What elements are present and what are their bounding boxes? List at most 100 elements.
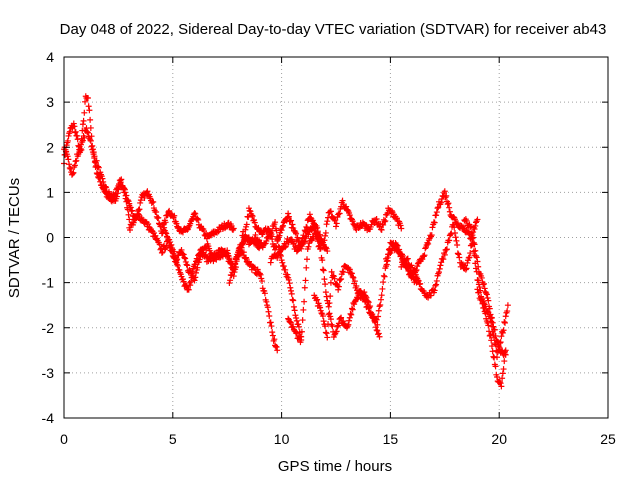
data-point — [484, 294, 491, 301]
data-point — [280, 263, 287, 270]
data-point — [392, 243, 399, 250]
data-point — [289, 221, 296, 228]
data-point — [501, 319, 508, 326]
data-point — [303, 264, 310, 271]
data-point — [377, 296, 384, 303]
data-point — [454, 250, 461, 257]
data-point — [327, 208, 334, 215]
data-point — [324, 248, 331, 255]
data-point — [72, 128, 79, 135]
data-point — [259, 278, 266, 285]
data-point — [72, 129, 79, 136]
data-point — [323, 330, 330, 337]
data-point — [233, 256, 240, 263]
data-point — [81, 109, 88, 116]
data-points — [61, 93, 511, 390]
data-point — [500, 366, 507, 373]
data-point — [230, 225, 237, 232]
y-tick-label: -2 — [42, 320, 55, 336]
data-point — [176, 267, 183, 274]
data-point — [375, 307, 382, 314]
data-point — [348, 270, 355, 277]
data-point — [189, 268, 196, 275]
data-point — [174, 261, 181, 268]
data-point — [325, 311, 332, 318]
data-point — [504, 302, 511, 309]
data-point — [161, 246, 168, 253]
data-point — [373, 327, 380, 334]
data-point — [127, 204, 134, 211]
data-point — [446, 237, 453, 244]
data-point — [174, 262, 181, 269]
data-point — [456, 254, 463, 261]
data-point — [495, 343, 502, 350]
data-point — [282, 266, 289, 273]
data-point — [252, 231, 259, 238]
data-point — [377, 226, 384, 233]
data-point — [488, 318, 495, 325]
data-point — [266, 313, 273, 320]
data-point — [367, 309, 374, 316]
data-point — [86, 107, 93, 114]
data-point — [346, 317, 353, 324]
data-point — [314, 296, 321, 303]
grid-lines — [64, 57, 608, 418]
data-point — [244, 236, 251, 243]
data-point — [347, 310, 354, 317]
data-point — [287, 284, 294, 291]
y-tick-labels: -4 -3 -2 -1 0 1 2 3 4 — [42, 49, 55, 426]
data-point — [335, 286, 342, 293]
x-tick-labels: 0 5 10 15 20 25 — [60, 431, 616, 447]
data-point — [185, 286, 192, 293]
data-point — [64, 137, 71, 144]
data-point — [269, 332, 276, 339]
data-point — [417, 280, 424, 287]
data-point — [182, 255, 189, 262]
y-tick-label: 2 — [46, 139, 54, 155]
data-point — [141, 194, 148, 201]
data-point — [93, 157, 100, 164]
data-point — [494, 348, 501, 355]
data-point — [376, 303, 383, 310]
data-point — [319, 266, 326, 273]
data-point — [240, 228, 247, 235]
data-point — [504, 308, 511, 315]
data-point — [472, 222, 479, 229]
data-point — [168, 241, 175, 248]
data-point — [472, 219, 479, 226]
data-point — [446, 208, 453, 215]
data-point — [65, 132, 72, 139]
data-point — [254, 266, 261, 273]
data-point — [440, 256, 447, 263]
data-point — [334, 323, 341, 330]
data-point — [153, 208, 160, 215]
x-tick-label: 10 — [274, 431, 290, 447]
data-point — [298, 239, 305, 246]
data-point — [481, 285, 488, 292]
y-tick-label: 0 — [46, 230, 54, 246]
data-point — [280, 222, 287, 229]
data-point — [382, 217, 389, 224]
data-point — [325, 321, 332, 328]
data-point — [64, 153, 71, 160]
data-point — [325, 303, 332, 310]
data-point — [162, 229, 169, 236]
x-tick-label: 15 — [383, 431, 399, 447]
data-point — [296, 333, 303, 340]
data-point — [381, 218, 388, 225]
data-point — [245, 235, 252, 242]
data-point — [346, 266, 353, 273]
data-point — [249, 213, 256, 220]
data-point — [273, 227, 280, 234]
data-point — [378, 226, 385, 233]
y-tick-label: 4 — [46, 49, 54, 65]
data-point — [235, 253, 242, 260]
data-point — [288, 290, 295, 297]
data-point — [502, 313, 509, 320]
data-point — [333, 223, 339, 230]
data-point — [494, 354, 501, 361]
data-point — [327, 316, 334, 323]
data-point — [243, 254, 250, 261]
data-point — [404, 255, 411, 262]
